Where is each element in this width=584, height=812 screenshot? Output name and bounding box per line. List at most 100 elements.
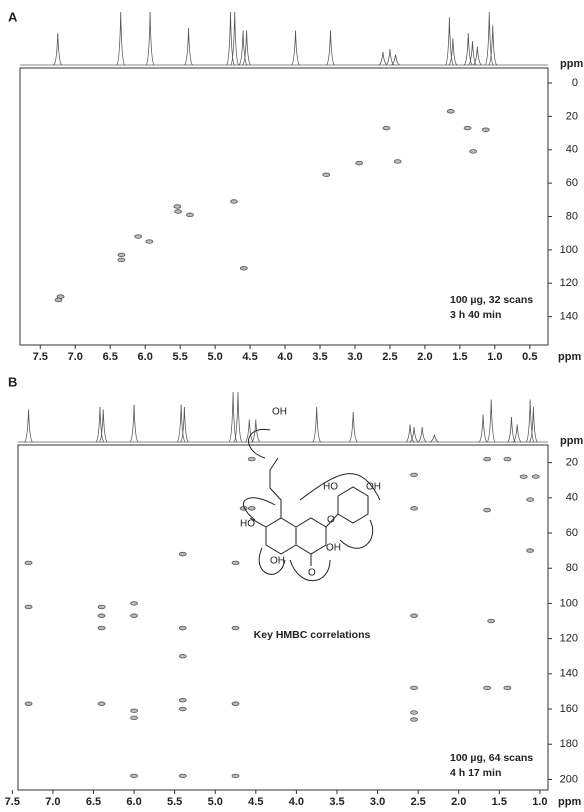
cross-peak: [503, 685, 512, 691]
spectrum-peak: [98, 409, 108, 443]
cross-peak: [178, 698, 187, 703]
x-tick-label: 2.5: [410, 796, 425, 808]
y-tick-label: 60: [566, 177, 578, 189]
spectrum-peak: [463, 33, 473, 66]
cross-peak: [117, 257, 126, 263]
cross-peak: [173, 204, 182, 209]
cross-peak: [531, 474, 540, 479]
y-tick-label: 100: [560, 597, 578, 609]
spectrum-peak: [251, 419, 261, 443]
cross-peak: [519, 474, 528, 479]
cross-peak: [231, 701, 240, 706]
y-tick-label: 80: [566, 210, 578, 222]
structure-label: OH: [270, 556, 285, 567]
bond: [325, 513, 339, 528]
spectrum-peak: [507, 416, 516, 443]
x-axis-label: ppm: [558, 796, 581, 808]
structure-label: OH: [326, 543, 341, 554]
cross-peak: [239, 266, 248, 271]
x-tick-label: 3.0: [370, 796, 385, 808]
x-tick-label: 6.5: [86, 796, 101, 808]
x-tick-label: 2.5: [382, 351, 397, 363]
x-tick-label: 6.0: [138, 351, 153, 363]
ring: [337, 486, 369, 524]
cross-peak: [130, 708, 138, 713]
x-tick-label: 5.0: [207, 351, 222, 363]
cross-peak: [463, 125, 472, 131]
y-tick-label: 160: [560, 703, 578, 715]
x-tick-label: 7.5: [5, 796, 20, 808]
cross-peak: [231, 625, 240, 631]
cross-peak: [481, 127, 490, 132]
x-tick-label: 4.0: [289, 796, 304, 808]
cross-peak: [97, 604, 106, 610]
annotation: 100 µg, 32 scans: [450, 294, 533, 306]
cross-peak: [97, 625, 106, 631]
x-tick-label: 3.5: [329, 796, 344, 808]
cross-peak: [130, 773, 138, 779]
x-tick-label: 6.0: [126, 796, 141, 808]
annotation: 3 h 40 min: [450, 309, 501, 321]
y-tick-label: 140: [560, 311, 578, 323]
structure-label: HO: [240, 519, 255, 530]
spectrum-peak: [291, 30, 300, 66]
y-tick-label: 20: [566, 457, 578, 469]
cross-peak: [231, 560, 240, 566]
spectrum-peak: [348, 411, 358, 443]
cross-peak: [178, 625, 187, 631]
x-tick-label: 2.0: [417, 351, 432, 363]
spectrum-peak: [116, 11, 126, 66]
spectrum-peak: [326, 30, 335, 66]
y-tick-label: 40: [566, 492, 578, 504]
y-tick-label: 140: [560, 668, 578, 680]
ring: [265, 517, 297, 555]
cross-peak: [526, 497, 535, 502]
cross-peak: [117, 252, 126, 258]
x-tick-label: 1.0: [487, 351, 502, 363]
y-axis-label: ppm: [560, 435, 583, 447]
cross-peak: [178, 773, 187, 779]
spectrum-peak: [488, 25, 498, 66]
annotation: 100 µg, 64 scans: [450, 752, 533, 764]
spectrum-peak: [486, 399, 496, 443]
spectrum-peak: [242, 30, 251, 66]
structure-label: HO: [323, 482, 338, 493]
cross-peak: [24, 701, 33, 706]
spectrum-peak: [95, 406, 105, 443]
cross-peak: [97, 613, 106, 618]
spectrum-peak: [409, 426, 419, 443]
spectrum-peak: [445, 17, 454, 66]
cross-peak: [483, 456, 492, 462]
cross-peak: [487, 618, 496, 624]
caption: Key HMBC correlations: [254, 629, 371, 641]
cross-peak: [24, 604, 33, 610]
x-tick-label: 5.0: [208, 796, 223, 808]
cross-peak: [230, 199, 238, 204]
x-tick-label: 1.0: [532, 796, 547, 808]
bond: [249, 517, 267, 528]
x-tick-label: 7.0: [45, 796, 60, 808]
spectrum-peak: [378, 51, 388, 66]
spectrum-peak: [180, 406, 189, 443]
x-tick-label: 5.5: [172, 351, 187, 363]
cross-peak: [97, 701, 106, 706]
x-tick-label: 4.5: [242, 351, 257, 363]
spectrum-peak: [184, 27, 193, 66]
cross-peak: [410, 472, 418, 478]
cross-peak: [355, 160, 364, 166]
plot-frame: [19, 67, 549, 346]
spectrum-peak: [238, 30, 248, 66]
spectrum-peak: [478, 414, 488, 443]
panel-label: A: [8, 9, 18, 24]
cross-peak: [130, 715, 138, 721]
spectrum-peak: [233, 391, 243, 443]
spectrum-peak: [385, 49, 395, 66]
spectrum-peak: [129, 404, 139, 443]
spectrum-peak: [448, 38, 458, 66]
cross-peak: [382, 125, 391, 131]
structure-label: O: [308, 568, 316, 579]
